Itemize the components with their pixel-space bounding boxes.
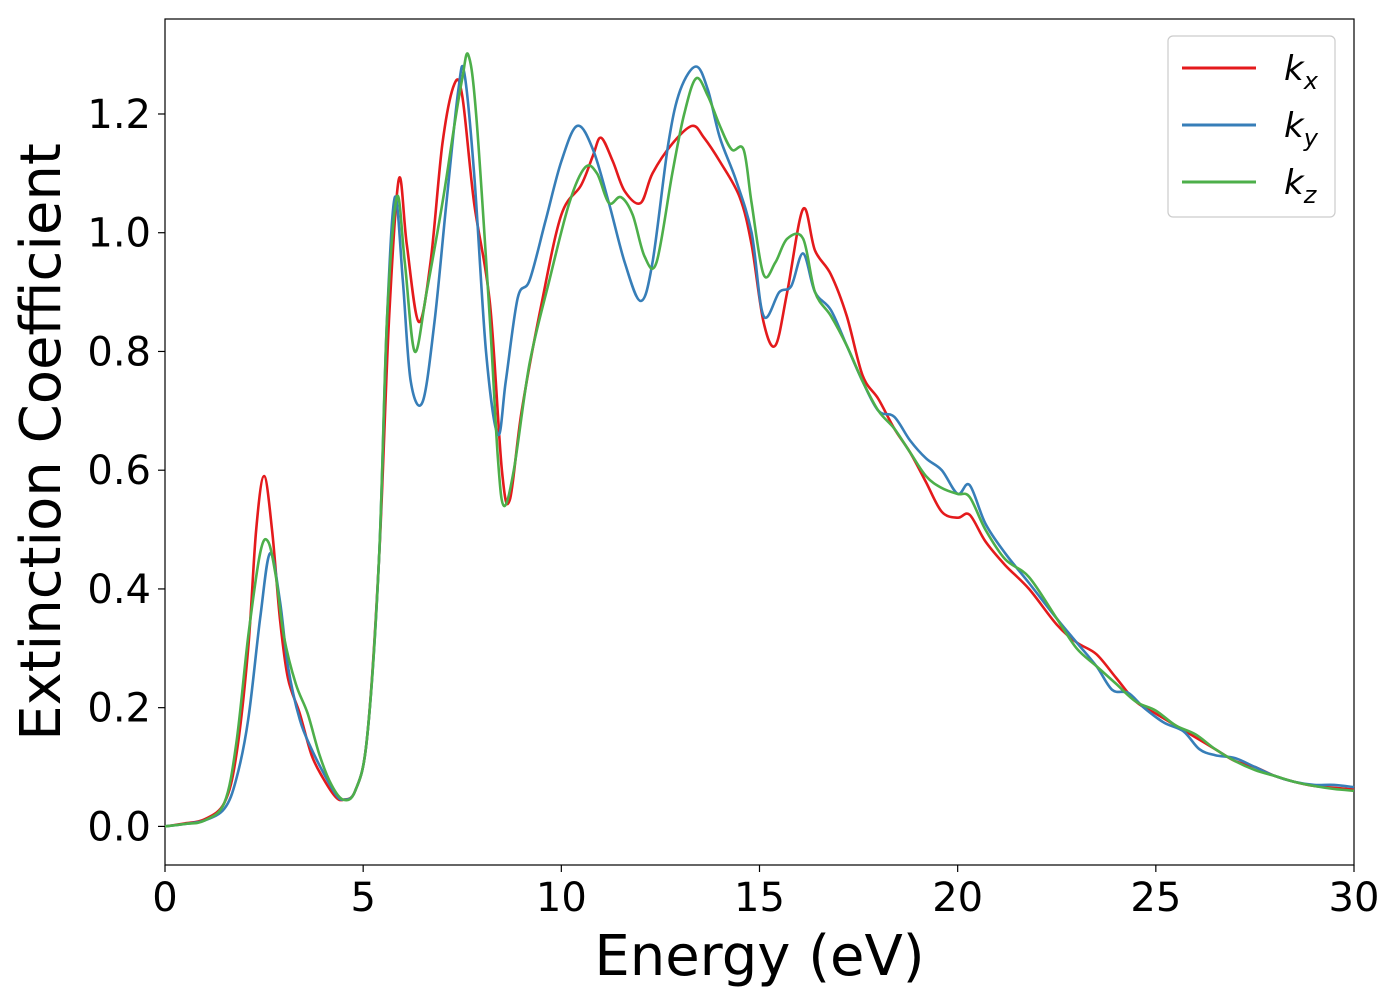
legend-label-subscript: x (1303, 67, 1319, 95)
x-tick-label: 5 (350, 875, 375, 921)
x-tick-label: 20 (932, 875, 983, 921)
legend-label-base: k (1284, 106, 1305, 146)
y-tick-label: 0.6 (87, 448, 151, 494)
legend-label-ky: ky (1284, 106, 1319, 152)
plot-frame (164, 18, 1355, 866)
x-tick-label: 30 (1329, 875, 1380, 921)
legend-label-subscript: z (1303, 181, 1318, 209)
y-tick-label: 0.2 (87, 686, 151, 732)
series-line-kz (164, 52, 1355, 828)
legend-label-kx: kx (1284, 49, 1319, 95)
y-axis-label: Extinction Coefficient (9, 143, 74, 741)
legend-label-kz: kz (1284, 163, 1318, 209)
series-lines (164, 52, 1355, 828)
x-tick-label: 0 (152, 875, 177, 921)
x-axis-label: Energy (eV) (594, 924, 924, 989)
y-tick-label: 1.0 (87, 211, 151, 257)
y-tick-label: 0.0 (87, 804, 151, 850)
y-tick-label: 1.2 (87, 92, 151, 138)
legend-label-base: k (1284, 163, 1305, 203)
x-tick-label: 10 (536, 875, 587, 921)
x-tick-label: 25 (1130, 875, 1181, 921)
legend-label-base: k (1284, 49, 1305, 89)
x-tick-label: 15 (734, 875, 785, 921)
y-tick-label: 0.8 (87, 329, 151, 375)
y-tick-label: 0.4 (87, 567, 151, 613)
legend-label-subscript: y (1303, 124, 1319, 152)
axis-ticks: 0 5 10 15 20 25 30 0.0 0.2 0.4 0.6 0.8 1.0 1.2 (87, 92, 1379, 921)
